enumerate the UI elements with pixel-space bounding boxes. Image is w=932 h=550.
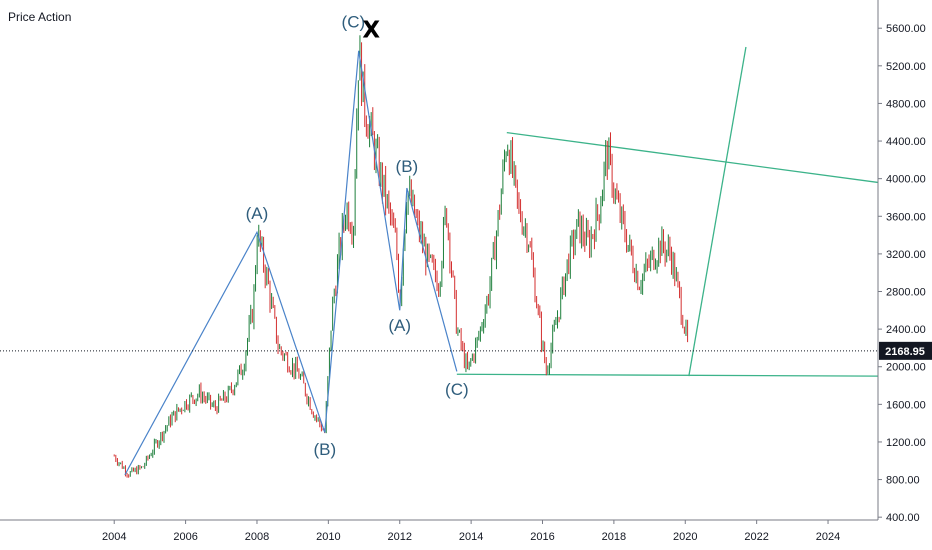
y-tick-label: 5200.00: [886, 61, 926, 73]
y-tick-label: 1200.00: [886, 437, 926, 449]
wave-label: (B): [313, 440, 336, 459]
y-tick-label: 3600.00: [886, 211, 926, 223]
x-tick-label: 2004: [102, 531, 126, 543]
y-tick-label: 4800.00: [886, 98, 926, 110]
x-tick-label: 2014: [459, 531, 483, 543]
wave-lines: [124, 50, 458, 476]
x-tick-label: 2010: [316, 531, 340, 543]
price-series: [113, 35, 689, 478]
y-tick-label: 2400.00: [886, 324, 926, 336]
y-tick-label: 800.00: [886, 475, 920, 487]
y-tick-label: 4000.00: [886, 174, 926, 186]
x-tick-label: 2024: [816, 531, 840, 543]
trend-line: [688, 46, 747, 377]
wave-label: (B): [396, 157, 419, 176]
wave-label: (C): [445, 380, 469, 399]
trend-lines: [456, 46, 878, 377]
y-tick-label: 1600.00: [886, 399, 926, 411]
x-tick-label: 2018: [602, 531, 626, 543]
y-tick-label: 3200.00: [886, 249, 926, 261]
trend-line: [506, 131, 878, 184]
last-price-tag: [879, 341, 932, 360]
y-tick-label: 2000.00: [886, 362, 926, 374]
y-tick-label: 2800.00: [886, 287, 926, 299]
wave-label: (C): [342, 12, 366, 31]
x-tick-label: 2012: [387, 531, 411, 543]
y-tick-label: 400.00: [886, 512, 920, 524]
x-tick-label: 2022: [744, 531, 768, 543]
y-tick-label: 4400.00: [886, 136, 926, 148]
wave-label: (A): [246, 204, 269, 223]
wave-zigzag: [124, 50, 458, 476]
wave-labels: (A)(B)(C)(A)(B)(C)X: [246, 12, 469, 459]
x-mark-label: X: [362, 18, 380, 44]
x-tick-label: 2006: [173, 531, 197, 543]
x-tick-label: 2020: [673, 531, 697, 543]
x-tick-label: 2016: [530, 531, 554, 543]
trend-line: [456, 373, 878, 377]
y-tick-label: 5600.00: [886, 23, 926, 35]
chart-title: Price Action: [8, 10, 71, 24]
x-tick-label: 2008: [245, 531, 269, 543]
wave-label: (A): [388, 316, 411, 335]
last-price-label: 2168.95: [885, 346, 925, 358]
